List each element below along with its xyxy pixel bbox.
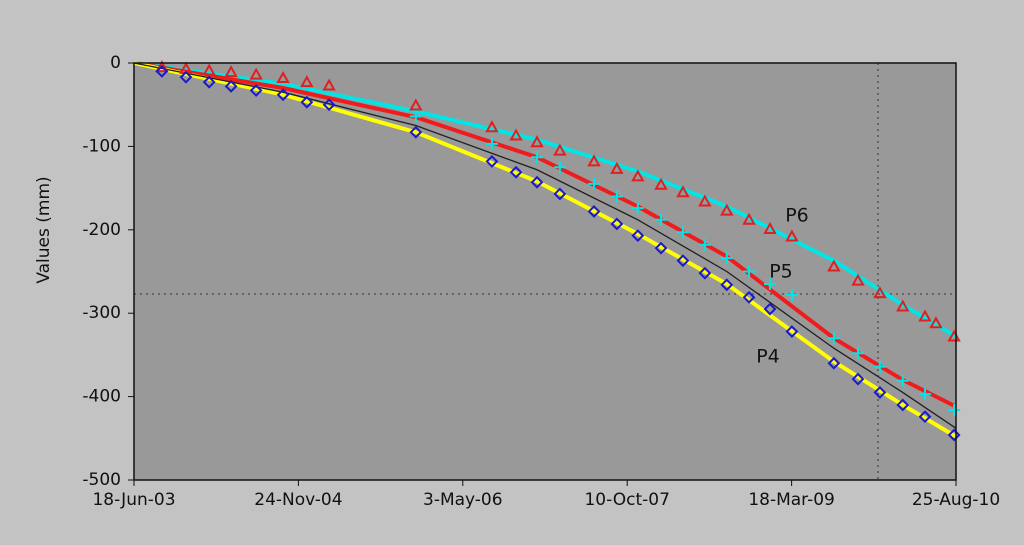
marker: [610, 190, 623, 203]
x-tick-label: 24-Nov-04: [254, 490, 342, 510]
marker: [698, 194, 712, 207]
plot: [133, 60, 961, 442]
marker: [676, 226, 689, 239]
marker: [763, 302, 777, 316]
marker: [698, 238, 711, 251]
marker: [743, 265, 756, 278]
marker: [587, 205, 601, 218]
marker: [300, 95, 314, 109]
marker: [587, 154, 601, 167]
marker: [409, 125, 423, 139]
marker: [155, 64, 169, 78]
marker: [509, 128, 523, 141]
marker: [896, 398, 910, 412]
marker: [631, 202, 644, 215]
marker: [720, 278, 734, 292]
marker: [827, 356, 841, 370]
marker: [409, 98, 423, 111]
y-tick-label: 0: [110, 53, 121, 73]
marker: [654, 177, 668, 190]
marker: [654, 241, 668, 255]
marker: [249, 84, 263, 97]
marker: [300, 75, 314, 88]
plot-area: [134, 63, 956, 480]
marker: [785, 325, 799, 338]
x-tick-label: 18-Jun-03: [92, 490, 175, 510]
series-label: P5: [769, 261, 793, 283]
marker: [851, 273, 865, 286]
marker: [224, 65, 238, 78]
marker: [322, 78, 336, 91]
marker: [785, 229, 799, 242]
marker: [322, 98, 336, 112]
marker: [873, 360, 886, 373]
marker: [676, 254, 690, 268]
marker: [531, 151, 544, 164]
marker: [896, 299, 910, 312]
marker: [249, 67, 263, 80]
marker: [742, 290, 756, 304]
marker: [485, 137, 498, 150]
y-axis-label: Values (mm): [34, 176, 54, 283]
marker: [610, 217, 624, 231]
marker: [827, 259, 841, 272]
marker: [276, 70, 290, 84]
y-tick-label: -200: [82, 220, 121, 240]
marker: [720, 203, 734, 216]
marker: [742, 212, 756, 225]
y-tick-label: -400: [82, 387, 121, 407]
marker: [155, 60, 169, 73]
marker: [485, 120, 499, 133]
x-tick-label: 10-Oct-07: [584, 490, 669, 510]
marker: [948, 403, 961, 416]
marker: [202, 75, 216, 89]
marker: [631, 229, 645, 243]
marker: [655, 213, 668, 226]
marker: [530, 175, 544, 189]
y-tick-label: -100: [82, 136, 121, 156]
marker: [763, 221, 777, 234]
marker: [224, 79, 238, 93]
marker: [873, 286, 887, 299]
marker: [851, 372, 865, 386]
y-tick-label: -300: [82, 303, 121, 323]
marker: [785, 288, 798, 301]
marker: [827, 332, 840, 345]
marker: [851, 347, 864, 360]
marker: [276, 88, 290, 102]
marker: [918, 410, 932, 424]
marker: [202, 63, 216, 76]
x-tick-label: 25-Aug-10: [912, 490, 1000, 510]
marker: [631, 169, 645, 182]
x-tick-label: 3-May-06: [423, 490, 503, 510]
marker: [509, 165, 523, 179]
marker: [676, 185, 690, 198]
marker: [720, 252, 733, 265]
series-label: P6: [785, 205, 809, 227]
y-tick-label: -500: [82, 470, 121, 490]
marker: [485, 154, 499, 168]
marker: [553, 161, 566, 174]
series-label: P4: [756, 346, 780, 368]
marker: [918, 388, 931, 401]
marker: [763, 278, 776, 291]
marker: [409, 110, 422, 123]
marker: [947, 428, 961, 442]
marker: [530, 135, 544, 148]
marker: [610, 161, 624, 174]
marker: [929, 316, 943, 329]
marker: [588, 177, 601, 190]
marker: [918, 309, 932, 322]
marker: [873, 386, 887, 399]
marker: [179, 70, 193, 84]
fit-line: [133, 62, 957, 429]
marker: [896, 374, 909, 387]
plot-border: [133, 62, 957, 481]
x-tick-label: 18-Mar-09: [748, 490, 835, 510]
marker: [698, 266, 712, 280]
marker: [553, 187, 567, 201]
marker: [553, 143, 567, 156]
